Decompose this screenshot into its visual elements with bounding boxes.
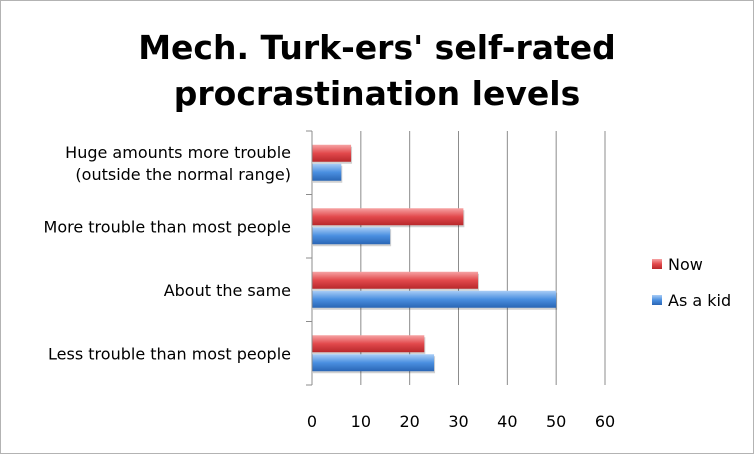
chart-title-line-0: Mech. Turk-ers' self-rated xyxy=(138,28,616,67)
x-tick-label-5: 50 xyxy=(546,412,566,431)
bar-now-2 xyxy=(312,271,479,289)
bar-now-1 xyxy=(312,208,464,226)
axes xyxy=(306,130,313,386)
category-label-0-1: (outside the normal range) xyxy=(75,165,291,184)
category-label-2-0: About the same xyxy=(164,281,291,300)
legend-swatch-0 xyxy=(652,259,662,269)
x-tick-label-6: 60 xyxy=(595,412,615,431)
legend-label-1: As a kid xyxy=(668,291,731,310)
x-tick-label-1: 10 xyxy=(351,412,371,431)
x-tick-label-2: 20 xyxy=(399,412,419,431)
bar-now-3 xyxy=(312,335,425,353)
x-tick-label-3: 30 xyxy=(448,412,468,431)
x-tick-label-0: 0 xyxy=(307,412,317,431)
x-tick-labels: 0 10 20 30 40 50 60 xyxy=(307,412,615,431)
bar-now-0 xyxy=(312,144,352,162)
legend: Now As a kid xyxy=(652,255,731,310)
bar-as-a-kid-0 xyxy=(312,163,342,181)
chart-title-line-1: procrastination levels xyxy=(174,74,580,113)
category-labels: Huge amounts more trouble (outside the no… xyxy=(44,143,291,364)
category-label-3-0: Less trouble than most people xyxy=(48,344,291,363)
category-label-1-0: More trouble than most people xyxy=(44,217,291,236)
x-tick-label-4: 40 xyxy=(497,412,517,431)
legend-label-0: Now xyxy=(668,255,703,274)
legend-swatch-1 xyxy=(652,295,662,305)
bar-as-a-kid-3 xyxy=(312,354,435,372)
bar-as-a-kid-2 xyxy=(312,290,557,308)
bar-as-a-kid-1 xyxy=(312,227,391,245)
category-label-0-0: Huge amounts more trouble xyxy=(65,143,291,162)
bars xyxy=(312,144,558,374)
chart-title: Mech. Turk-ers' self-rated procrastinatio… xyxy=(138,28,616,113)
